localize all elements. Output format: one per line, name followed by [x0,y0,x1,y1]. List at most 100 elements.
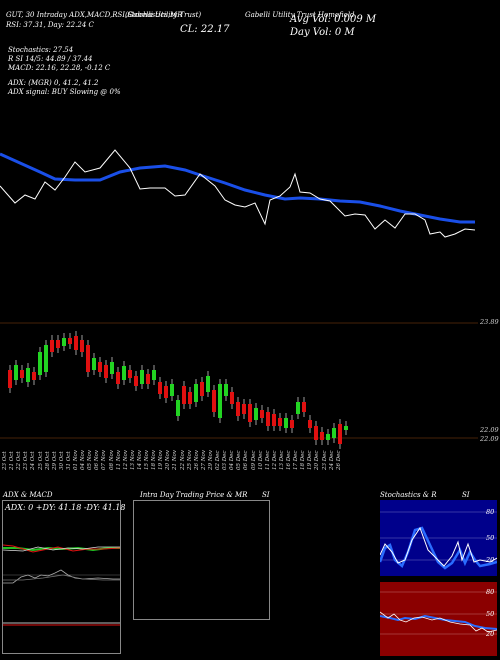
candle-body [50,340,54,352]
candle-body [242,404,246,414]
date-label: 27 Nov [200,450,207,470]
candle-body [92,358,96,370]
stochastics-lines [380,511,497,570]
rsi-day-text: RSI: 37.31, Day: 22.24 C [6,21,94,29]
date-label: 23 Dec [321,450,328,471]
intraday-panel-title: Intra Day Trading Price & MR [140,491,248,499]
ticker-summary: GUT, 30 Intraday ADX,MACD,RSI,Stochastic… [6,11,183,19]
date-label: 03 Dec [222,450,229,471]
candle-body [272,414,276,426]
date-label: 26 Nov [193,450,200,470]
adx-signal: ADX signal: BUY Slowing @ 0% [8,88,121,96]
intraday-si-label: SI [262,491,270,499]
stoch-si-label: SI [462,491,470,499]
candle-body [260,410,264,418]
day-volume: Day Vol: 0 M [290,27,355,38]
candle-body [332,428,336,438]
candle-body [128,370,132,378]
candle-body [236,402,240,416]
candle-body [56,340,60,348]
date-label: 12 Dec [271,450,278,471]
date-label: 21 Nov [172,450,179,470]
date-label: 06 Dec [243,450,250,471]
date-label: 17 Dec [293,450,300,471]
date-label: 24 Dec [328,450,335,471]
date-label: 31 Oct [65,451,72,470]
date-label: 21 Oct [9,451,16,470]
candle-body [110,362,114,374]
date-label: 05 Nov [87,450,94,470]
candle-body [32,372,36,380]
date-label: 01 Nov [73,450,79,470]
candle-body [176,400,180,416]
candle-body [14,365,18,380]
candle-body [230,392,234,404]
candle-body [284,418,288,428]
intraday-panel [133,500,270,620]
adx-macd-lines [3,544,120,626]
candle-body [278,418,282,426]
rsi-tick-20: 20 [486,630,495,638]
candle-body [266,412,270,426]
candle-body [62,338,66,346]
date-label: 26 Dec [335,450,342,471]
price-axis-top: 23.89 [480,318,499,326]
candle-body [344,426,348,430]
candle-body [302,402,306,412]
date-label: 10 Dec [257,450,264,471]
date-label: 20 Nov [165,450,172,470]
date-label: 30 Oct [58,451,65,470]
candle-body [206,376,210,392]
date-label: 11 Dec [264,450,271,471]
candle-body [320,432,324,440]
date-label: 18 Nov [151,450,158,470]
stoch-tick-80: 80 [486,508,495,516]
date-label: 05 Dec [236,450,243,471]
candle-body [188,392,192,404]
date-label: 19 Nov [158,450,165,470]
date-label: 09 Dec [250,450,257,471]
header-title-b: Gabelli Utility Trust Homefield [245,11,355,19]
date-label: 12 Nov [122,450,129,470]
price-line-chart [0,149,476,238]
date-label: 24 Oct [30,451,37,470]
candle-body [314,426,318,440]
date-label: 13 Dec [278,450,285,471]
adx-panel-title: ADX & MACD [3,491,53,499]
date-label: 14 Nov [136,450,143,470]
macd-value: MACD: 22.16, 22.28, -0.12 C [8,64,111,72]
date-label: 08 Nov [108,450,115,470]
candle-body [68,338,72,344]
candle-body [152,370,156,380]
date-label: 06 Nov [94,450,101,470]
candle-body [296,402,300,414]
candle-body [254,408,258,420]
candle-body [104,365,108,378]
date-label: 16 Dec [286,450,292,471]
candle-body [170,384,174,396]
stochastics-panel: 80 50 20 [380,500,497,576]
date-label: 25 Nov [186,450,193,470]
date-label: 13 Nov [129,450,136,470]
stochastics-value: Stochastics: 27.54 [8,46,74,54]
candle-body [194,384,198,402]
date-label: 19 Dec [307,450,314,471]
date-label: 22 Nov [179,450,186,470]
stoch-panel-title: Stochastics & R [380,491,437,499]
candle-body [80,340,84,352]
date-label: 15 Nov [144,450,150,470]
date-label: 11 Nov [115,450,122,470]
stoch-tick-50: 50 [486,534,495,542]
date-label: 29 Nov [207,450,214,470]
candle-body [338,424,342,444]
date-label: 04 Nov [80,450,87,470]
candle-body [308,420,312,428]
candle-body [38,352,42,375]
date-label: 23 Oct [23,451,30,470]
candle-body [122,366,126,380]
date-label: 02 Dec [215,450,221,471]
candle-body [140,370,144,384]
candle-body [134,376,138,386]
candle-body [8,370,12,388]
date-label: 22 Oct [16,451,23,470]
